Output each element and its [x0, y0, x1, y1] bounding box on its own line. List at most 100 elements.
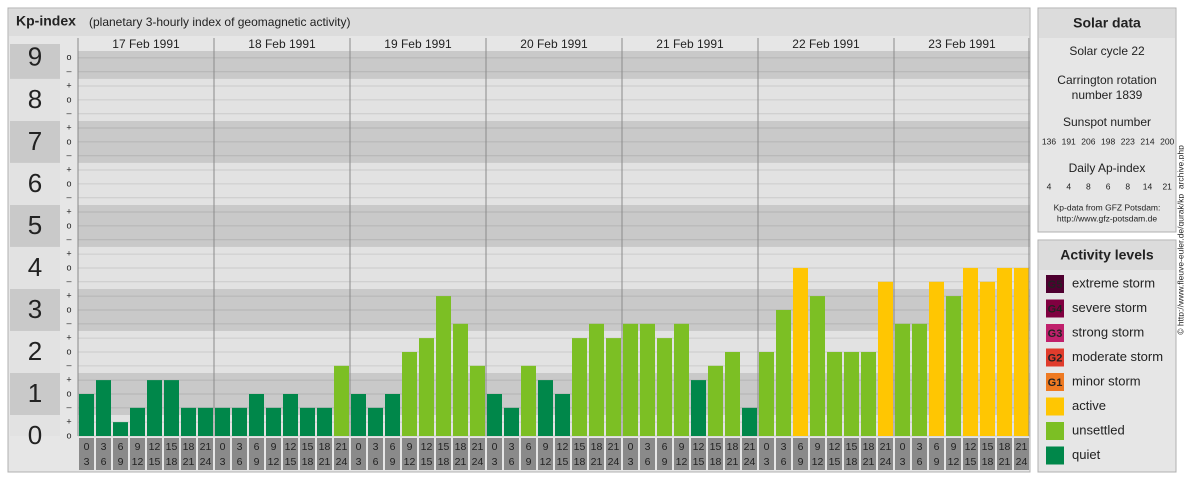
x-tick-label: 3 [237, 441, 243, 453]
date-label: 19 Feb 1991 [384, 37, 452, 51]
left-band [10, 288, 60, 331]
chart-subtitle: (planetary 3-hourly index of geomagnetic… [89, 15, 350, 29]
x-label-box [317, 438, 332, 470]
x-tick-label: 18 [574, 456, 586, 468]
x-tick-label: 3 [220, 456, 226, 468]
sunspot-number: 198 [1101, 136, 1115, 146]
x-tick-label: 18 [455, 441, 467, 453]
x-tick-label: 18 [846, 456, 858, 468]
bar [1014, 267, 1029, 436]
x-label-box [878, 438, 893, 470]
x-label-box [130, 438, 145, 470]
minor-tick-label: + [66, 206, 71, 216]
left-band [10, 330, 60, 373]
minor-tick-label: + [66, 374, 71, 384]
left-band [10, 44, 60, 79]
left-band [10, 414, 60, 436]
x-tick-label: 18 [302, 456, 314, 468]
sunspot-number: 200 [1160, 136, 1174, 146]
x-tick-label: 15 [965, 456, 977, 468]
x-label-box [691, 438, 706, 470]
x-tick-label: 18 [863, 441, 875, 453]
bar [436, 296, 451, 436]
x-tick-label: 15 [557, 456, 569, 468]
bar [895, 323, 910, 436]
bar [504, 407, 519, 436]
x-tick-label: 9 [815, 441, 821, 453]
x-label-box [589, 438, 604, 470]
x-tick-label: 6 [662, 441, 668, 453]
x-tick-label: 6 [526, 441, 532, 453]
x-label-box [725, 438, 740, 470]
x-label-box [606, 438, 621, 470]
x-tick-label: 6 [254, 441, 260, 453]
date-label: 22 Feb 1991 [792, 37, 860, 51]
bar [657, 338, 672, 436]
x-label-box [436, 438, 451, 470]
x-label-box [793, 438, 808, 470]
ap-value: 4 [1066, 181, 1071, 191]
bar [810, 296, 825, 436]
minor-tick-label: + [66, 248, 71, 258]
x-tick-label: 18 [999, 441, 1011, 453]
legend-label: extreme storm [1072, 275, 1155, 290]
x-tick-label: 6 [373, 456, 379, 468]
solar-header [1039, 9, 1175, 38]
x-tick-label: 24 [1016, 456, 1028, 468]
bar [997, 267, 1012, 436]
x-label-box [351, 438, 366, 470]
bar [113, 422, 128, 436]
minor-tick-label: – [66, 192, 71, 202]
legend-label: strong storm [1072, 324, 1144, 339]
solar-panel [1037, 7, 1177, 233]
bar [351, 393, 366, 436]
bar [283, 393, 298, 436]
bar [147, 380, 162, 436]
x-tick-label: 0 [84, 441, 90, 453]
y-tick-label: 3 [28, 294, 42, 324]
legend-swatch [1046, 324, 1064, 342]
bar [249, 393, 264, 436]
minor-tick-label: – [66, 318, 71, 328]
x-tick-label: 3 [917, 441, 923, 453]
x-label-box [113, 438, 128, 470]
bar [232, 407, 247, 436]
x-label-box [334, 438, 349, 470]
date-label: 23 Feb 1991 [928, 37, 996, 51]
legend-label: moderate storm [1072, 349, 1163, 364]
x-tick-label: 18 [183, 441, 195, 453]
x-label-box [861, 438, 876, 470]
x-tick-label: 24 [744, 456, 756, 468]
x-tick-label: 6 [934, 441, 940, 453]
bar [317, 407, 332, 436]
bar [606, 338, 621, 436]
x-tick-label: 21 [455, 456, 467, 468]
x-tick-label: 15 [421, 456, 433, 468]
x-label-box [147, 438, 162, 470]
x-tick-label: 18 [319, 441, 331, 453]
x-tick-label: 9 [934, 456, 940, 468]
x-label-box [402, 438, 417, 470]
x-label-box [623, 438, 638, 470]
bar [96, 380, 111, 436]
legend-code: G1 [1048, 377, 1063, 389]
x-label-box [300, 438, 315, 470]
x-tick-label: 0 [356, 441, 362, 453]
ap-value: 4 [1047, 181, 1052, 191]
x-tick-label: 0 [628, 441, 634, 453]
minor-tick-label: – [66, 234, 71, 244]
legend-code: G3 [1048, 328, 1063, 340]
left-band [10, 246, 60, 289]
minor-tick-label: + [66, 290, 71, 300]
source: Kp-data from GFZ Potsdam: [1054, 202, 1161, 212]
x-label-box [521, 438, 536, 470]
minor-tick-label: – [66, 108, 71, 118]
x-label-box [708, 438, 723, 470]
x-label-box [742, 438, 757, 470]
x-label-box [1014, 438, 1029, 470]
grid-band [78, 162, 1030, 205]
sunspot-number: 223 [1121, 136, 1135, 146]
x-tick-label: 9 [798, 456, 804, 468]
bar [538, 380, 553, 436]
x-tick-label: 15 [438, 441, 450, 453]
